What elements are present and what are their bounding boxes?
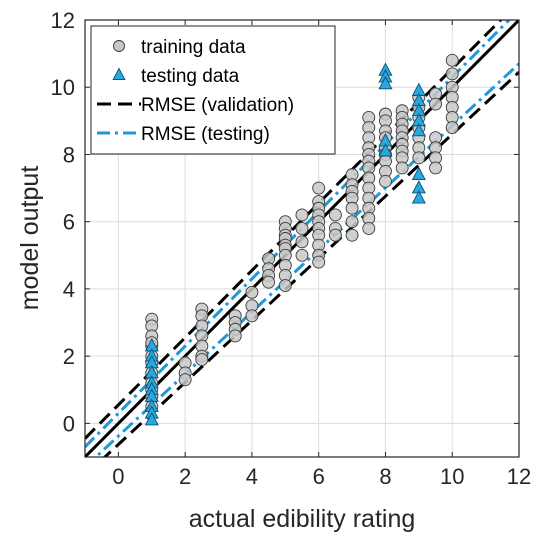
- training-point: [245, 309, 259, 323]
- training-point: [262, 275, 276, 289]
- training-point: [195, 353, 209, 366]
- data-points: [144, 53, 459, 426]
- x-tick-label: 4: [246, 464, 258, 489]
- testing-point: [144, 412, 159, 426]
- x-tick-label: 8: [379, 464, 391, 489]
- x-tick-label: 12: [507, 464, 531, 489]
- training-point: [328, 228, 342, 242]
- legend-label: training data: [141, 37, 246, 58]
- training-point: [178, 373, 192, 387]
- training-point: [379, 174, 392, 188]
- training-point: [295, 248, 309, 262]
- training-point: [429, 97, 442, 111]
- y-axis-label: model output: [16, 166, 44, 311]
- axis-ticks: 0 2 4 6 8 10 12 0 2 4 6 8 10 12: [51, 8, 532, 489]
- y-tick-label: 0: [63, 411, 75, 436]
- training-point: [395, 161, 409, 175]
- x-tick-label: 6: [313, 464, 325, 489]
- legend: training data testing data RMSE (validatio…: [90, 25, 336, 155]
- y-tick-label: 2: [63, 344, 75, 369]
- training-point: [429, 161, 442, 175]
- training-point: [412, 151, 426, 165]
- y-tick-label: 6: [63, 210, 75, 235]
- training-point: [295, 221, 309, 235]
- rmse-testing-line: [85, 20, 512, 448]
- x-axis-label: actual edibility rating: [189, 505, 416, 533]
- legend-triangle-marker: [112, 67, 126, 81]
- legend-circle-marker: [113, 40, 125, 52]
- y-tick-label: 8: [63, 142, 75, 167]
- legend-label: testing data: [141, 66, 240, 87]
- training-point: [345, 201, 359, 215]
- x-tick-label: 2: [179, 464, 191, 489]
- training-point: [445, 121, 459, 135]
- y-tick-label: 4: [63, 277, 75, 302]
- training-point: [312, 255, 326, 269]
- legend-label: RMSE (validation): [141, 95, 294, 116]
- y-tick-label: 12: [51, 8, 75, 33]
- training-point: [445, 53, 459, 67]
- rmse-validation-line: [102, 71, 519, 457]
- training-point: [228, 329, 242, 343]
- training-point: [445, 67, 459, 81]
- testing-point: [411, 122, 426, 137]
- training-point: [278, 279, 292, 293]
- testing-point: [411, 166, 426, 180]
- testing-point: [411, 190, 426, 204]
- testing-point: [378, 75, 393, 90]
- training-point: [312, 181, 326, 195]
- training-point: [345, 215, 359, 229]
- training-point: [295, 235, 309, 249]
- training-point: [328, 208, 342, 222]
- y-tick-label: 10: [51, 75, 75, 100]
- training-point: [295, 208, 309, 222]
- x-tick-label: 10: [440, 464, 464, 489]
- legend-label: RMSE (testing): [141, 124, 270, 145]
- training-point: [245, 285, 259, 299]
- training-point: [362, 221, 376, 235]
- testing-point: [378, 143, 393, 157]
- x-tick-label: 0: [112, 464, 124, 489]
- training-point: [345, 228, 359, 242]
- plot-frame: [84, 19, 520, 458]
